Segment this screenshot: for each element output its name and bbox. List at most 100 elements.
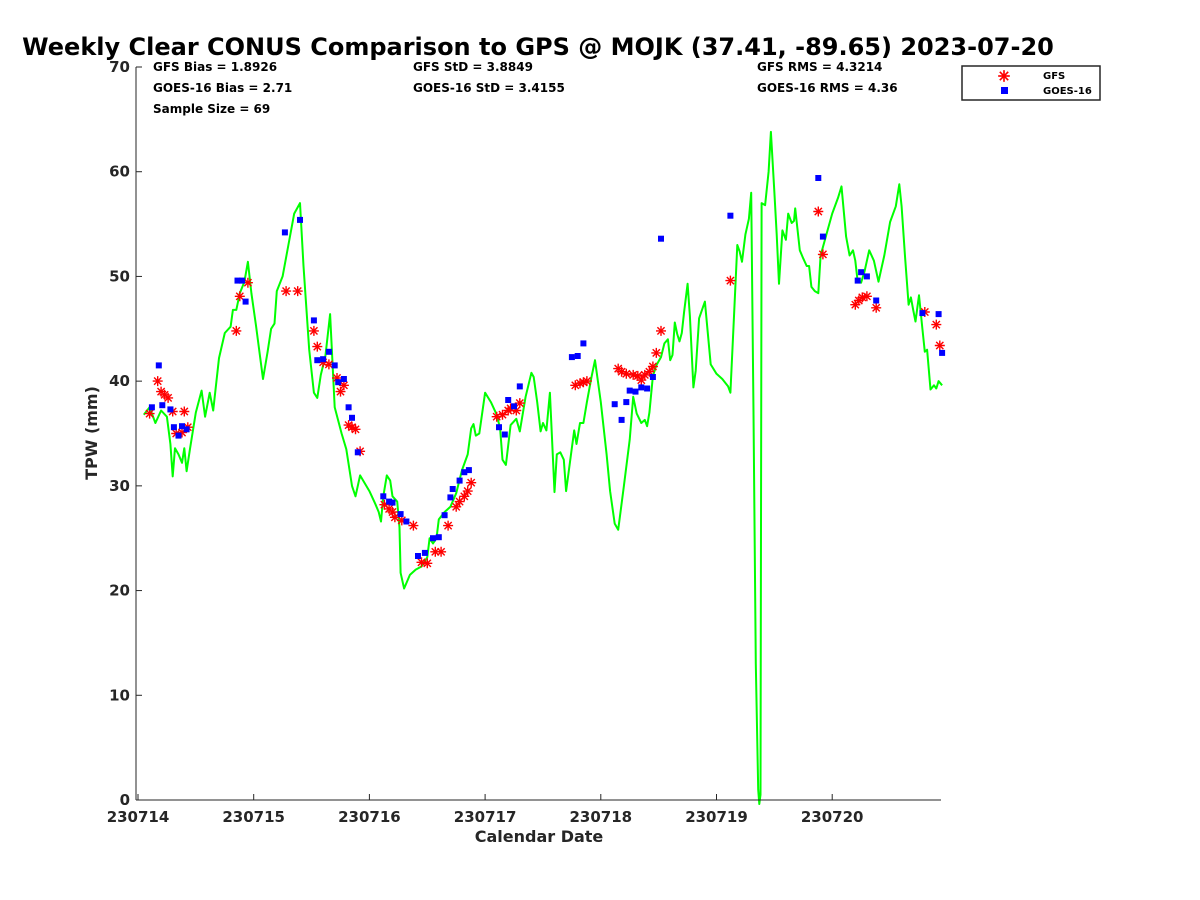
gfs-point (311, 340, 323, 353)
x-tick-label: 230717 (454, 808, 517, 826)
goes-16-point (310, 317, 317, 324)
x-axis-label: Calendar Date (475, 827, 604, 846)
goes-16-point (618, 416, 625, 423)
gfs-point (861, 290, 873, 302)
goes-16-point (335, 379, 342, 386)
x-tick-labels: 230714 230715 230716 230717 230718 230719 2307… (107, 808, 864, 826)
gfs-point (421, 557, 433, 569)
goes-bias-text: GOES-16 Bias = 2.71 (153, 81, 292, 95)
goes-std-text: GOES-16 StD = 3.4155 (413, 81, 565, 95)
goes-16-point (331, 362, 338, 369)
goes-16-point (314, 357, 321, 364)
gfs-point (812, 205, 824, 218)
goes-16-point (574, 353, 581, 359)
gfs-point (435, 546, 447, 558)
legend-gfs-marker (997, 69, 1011, 83)
chart-title: Weekly Clear CONUS Comparison to GPS @ M… (22, 33, 1054, 61)
gfs-point (280, 285, 292, 297)
goes-16-point (854, 277, 861, 284)
goes-16-point (340, 376, 347, 382)
goes-16-point (325, 348, 332, 355)
goes-16-point (386, 498, 393, 505)
goes-16-point (638, 384, 645, 391)
goes-16-point (179, 423, 185, 430)
gfs-point (870, 302, 882, 314)
y-tick-label: 0 (120, 791, 130, 809)
goes-16-point (403, 518, 410, 525)
goes-16-point (644, 385, 651, 392)
goes-16-point (819, 233, 826, 240)
gfs-point (817, 248, 829, 261)
goes-16-point (461, 469, 468, 476)
gps-tpw-line (143, 130, 943, 805)
gfs-point (465, 477, 477, 489)
gfs-point (292, 285, 304, 297)
gfs-point (655, 325, 667, 337)
gfs-point (724, 274, 737, 287)
goes-16-point (354, 449, 361, 456)
goes-16-point (389, 499, 396, 506)
gfs-point (650, 347, 662, 359)
goes-16-point (281, 229, 288, 236)
gfs-point (178, 405, 191, 418)
goes-16-point (380, 493, 387, 500)
legend: GFS GOES-16 (961, 65, 1101, 101)
gfs-point (151, 375, 164, 387)
gfs-point (581, 375, 593, 387)
goes-rms-text: GOES-16 RMS = 4.36 (757, 81, 898, 95)
goes-16-point (496, 424, 502, 431)
x-tick-label: 230718 (569, 808, 632, 826)
gfs-point (620, 368, 632, 380)
goes-16-point (148, 404, 155, 411)
series-layer (143, 130, 946, 805)
goes-16-point (873, 297, 880, 304)
goes-16-point (234, 277, 241, 284)
gfs-point (230, 325, 243, 337)
gfs-point (496, 409, 509, 421)
goes-16-point (568, 354, 575, 361)
legend-goes-label: GOES-16 (1043, 86, 1092, 97)
goes-16-point (183, 426, 190, 433)
x-tick-label: 230719 (685, 808, 748, 826)
goes-16-point (435, 534, 442, 541)
goes-16-point (320, 356, 327, 363)
goes-16-point (345, 404, 352, 411)
goes-16-point (580, 340, 587, 347)
y-tick-label: 40 (109, 372, 130, 390)
goes-16-point (449, 486, 456, 492)
goes-16-point (863, 273, 870, 280)
gfs-std-text: GFS StD = 3.8849 (413, 60, 533, 74)
goes-16-point (170, 424, 177, 431)
goes-16-point (516, 383, 523, 390)
x-tick-label: 230714 (107, 808, 170, 826)
y-tick-label: 50 (109, 267, 130, 285)
gfs-point (930, 318, 942, 331)
goes-16-point (155, 362, 162, 369)
goes-16-point (297, 216, 303, 223)
goes-16-point (159, 402, 166, 409)
y-tick-label: 20 (109, 582, 130, 600)
sample-size-text: Sample Size = 69 (153, 102, 270, 116)
gfs-point (934, 339, 946, 352)
goes-16-point (649, 374, 656, 380)
x-tick-label: 230716 (338, 808, 401, 826)
goes-16-point (626, 387, 633, 394)
gfs-point (308, 325, 320, 337)
legend-box (961, 65, 1101, 101)
y-tick-label: 10 (109, 686, 130, 704)
gfs-point (349, 423, 362, 435)
y-tick-label: 30 (109, 477, 130, 495)
goes-16-point (242, 298, 249, 305)
goes-16-point (632, 388, 639, 395)
goes-16-point (430, 535, 436, 542)
goes-16-point (858, 269, 865, 276)
axes-layer (135, 66, 941, 801)
y-axis-label: TPW (mm) (82, 386, 101, 480)
goes-16-point (505, 397, 512, 403)
goes-16-point (511, 403, 517, 410)
gfs-point (647, 360, 659, 373)
goes-16-point (349, 414, 355, 421)
goes-16-point (501, 431, 508, 438)
x-tick-label: 230715 (222, 808, 285, 826)
